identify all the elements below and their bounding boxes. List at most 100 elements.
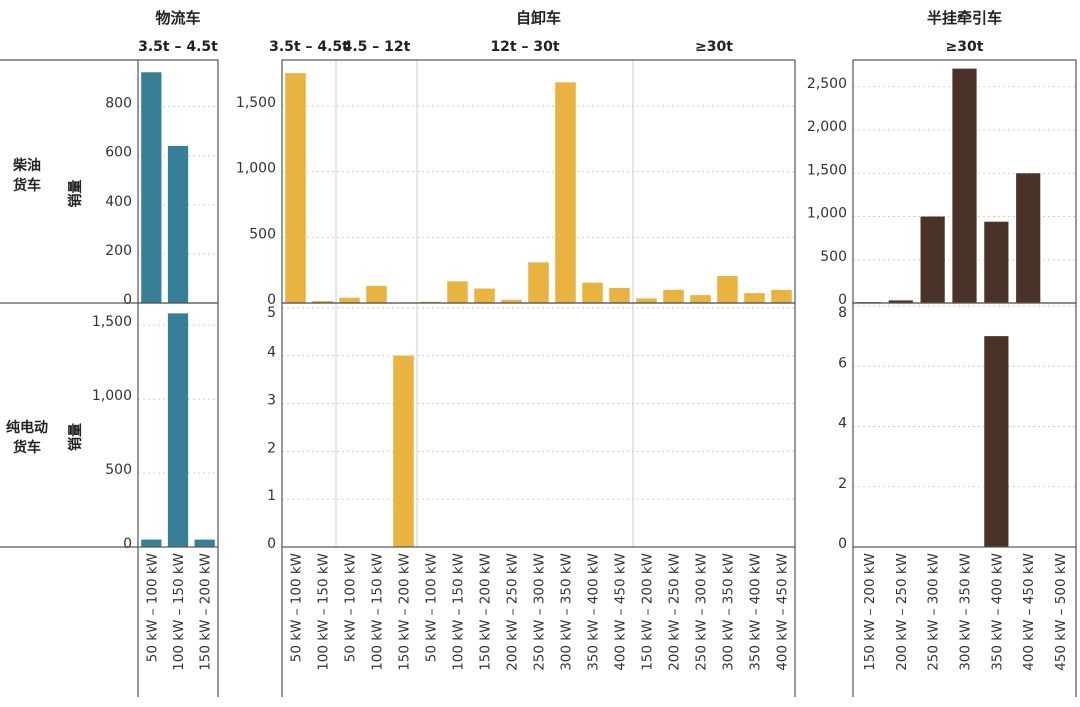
group-label-2-4: ≥30t [695,39,733,55]
y-tick-label: 3 [267,392,276,408]
y-tick-label: 1,000 [807,206,847,222]
bar-2-1-18 [744,293,765,303]
x-tick-label: 50 kW – 100 kW [343,553,359,662]
panel-title-1: 物流车 [155,9,200,27]
row-label-1-line-1: 柴油 [12,157,41,174]
y-tick-label: 1 [267,488,276,504]
y-tick-label: 1,500 [92,314,132,330]
x-tick-label: 50 kW – 100 kW [289,553,305,662]
group-label-2-2: 4.5 – 12t [343,39,411,55]
bar-2-1-19 [771,290,792,303]
y-tick-label: 0 [123,292,132,308]
x-tick-label: 350 kW – 400 kW [748,553,764,671]
group-label-2-1: 3.5t – 4.5t [269,39,349,55]
x-tick-label: 150 kW – 200 kW [478,553,494,671]
group-label-2-3: 12t – 30t [490,39,559,55]
y-tick-label: 6 [838,355,847,371]
y-tick-label: 400 [105,194,132,210]
x-tick-label: 250 kW – 300 kW [532,553,548,671]
y-tick-label: 2 [267,440,276,456]
y-tick-label: 2,500 [807,76,847,92]
bar-2-1-4 [366,286,387,303]
x-tick-label: 100 kW – 150 kW [370,553,386,671]
panel-title-2: 自卸车 [516,9,561,27]
bar-3-1-3 [921,217,945,303]
x-tick-label: 150 kW – 200 kW [397,553,413,671]
y-tick-label: 0 [123,536,132,552]
x-tick-label: 400 kW – 450 kW [613,553,629,671]
row-label-2-line-1: 纯电动 [6,419,48,436]
group-label-1-1: 3.5t – 4.5t [138,39,218,55]
x-tick-label: 300 kW – 350 kW [559,553,575,671]
bar-2-1-10 [528,262,549,303]
plot-frame [282,303,795,547]
row-label-2-line-2: 货车 [12,439,41,456]
x-tick-label: 450 kW – 500 kW [1053,553,1069,671]
y-axis-label-row-1: 销量 [67,180,84,208]
bar-2-1-14 [636,298,657,303]
y-tick-label: 1,500 [807,162,847,178]
x-tick-label: 150 kW – 200 kW [862,553,878,671]
x-tick-label: 200 kW – 250 kW [894,553,910,671]
x-tick-label: 50 kW – 100 kW [424,553,440,662]
x-tick-label: 300 kW – 350 kW [721,553,737,671]
bar-2-1-17 [717,276,738,303]
x-tick-label: 50 kW – 100 kW [144,553,160,662]
x-tick-label: 150 kW – 200 kW [640,553,656,671]
y-axis-label-row-2: 销量 [67,423,84,451]
y-tick-label: 500 [249,226,276,242]
bar-2-1-15 [663,290,684,303]
y-tick-label: 800 [105,96,132,112]
group-label-3-1: ≥30t [946,39,984,55]
bar-1-2-3 [195,540,215,547]
bar-2-2-5 [393,356,414,547]
y-tick-label: 500 [820,249,847,265]
x-tick-label: 400 kW – 450 kW [1021,553,1037,671]
y-tick-label: 500 [105,462,132,478]
bar-2-1-12 [582,283,603,303]
x-tick-label: 100 kW – 150 kW [451,553,467,671]
y-tick-label: 200 [105,243,132,259]
y-tick-label: 1,000 [236,161,276,177]
bar-3-2-5 [984,336,1008,547]
bar-1-2-1 [141,540,161,547]
bar-3-1-5 [984,222,1008,303]
y-tick-label: 4 [267,345,276,361]
bar-2-1-1 [285,73,306,303]
y-tick-label: 2 [838,476,847,492]
bar-3-1-4 [952,69,976,303]
x-tick-label: 100 kW – 150 kW [316,553,332,671]
x-tick-label: 150 kW – 200 kW [198,553,214,671]
panel-2: 自卸车 3.5t – 4.5t4.5 – 12t 12t – 30t ≥30t 0 500… [236,9,795,697]
bar-2-1-11 [555,82,576,303]
y-tick-label: 4 [838,416,847,432]
bar-1-1-2 [168,146,188,303]
x-tick-label: 250 kW – 300 kW [926,553,942,671]
y-tick-label: 2,000 [807,119,847,135]
y-tick-label: 0 [267,536,276,552]
x-tick-label: 350 kW – 400 kW [989,553,1005,671]
bar-3-1-6 [1016,173,1040,303]
x-tick-label: 200 kW – 250 kW [505,553,521,671]
bar-2-1-8 [474,289,495,303]
x-tick-label: 250 kW – 300 kW [694,553,710,671]
y-tick-label: 0 [838,536,847,552]
x-tick-label: 100 kW – 150 kW [171,553,187,671]
x-tick-label: 200 kW – 250 kW [667,553,683,671]
bar-1-2-2 [168,313,188,547]
x-tick-label: 300 kW – 350 kW [958,553,974,671]
bar-1-1-1 [141,72,161,303]
y-tick-label: 600 [105,145,132,161]
bar-2-1-3 [339,298,360,303]
row-label-1-line-2: 货车 [12,177,41,194]
y-tick-label: 1,000 [92,388,132,404]
panel-title-3: 半挂牵引车 [927,9,1002,27]
y-tick-label: 8 [838,305,847,321]
panel-3: 半挂牵引车≥30t05001,0001,5002,0002,5000246815… [807,9,1076,697]
plot-frame [853,303,1076,547]
x-tick-label: 350 kW – 400 kW [586,553,602,671]
bar-2-1-7 [447,281,468,303]
x-tick-label: 400 kW – 450 kW [775,553,791,671]
